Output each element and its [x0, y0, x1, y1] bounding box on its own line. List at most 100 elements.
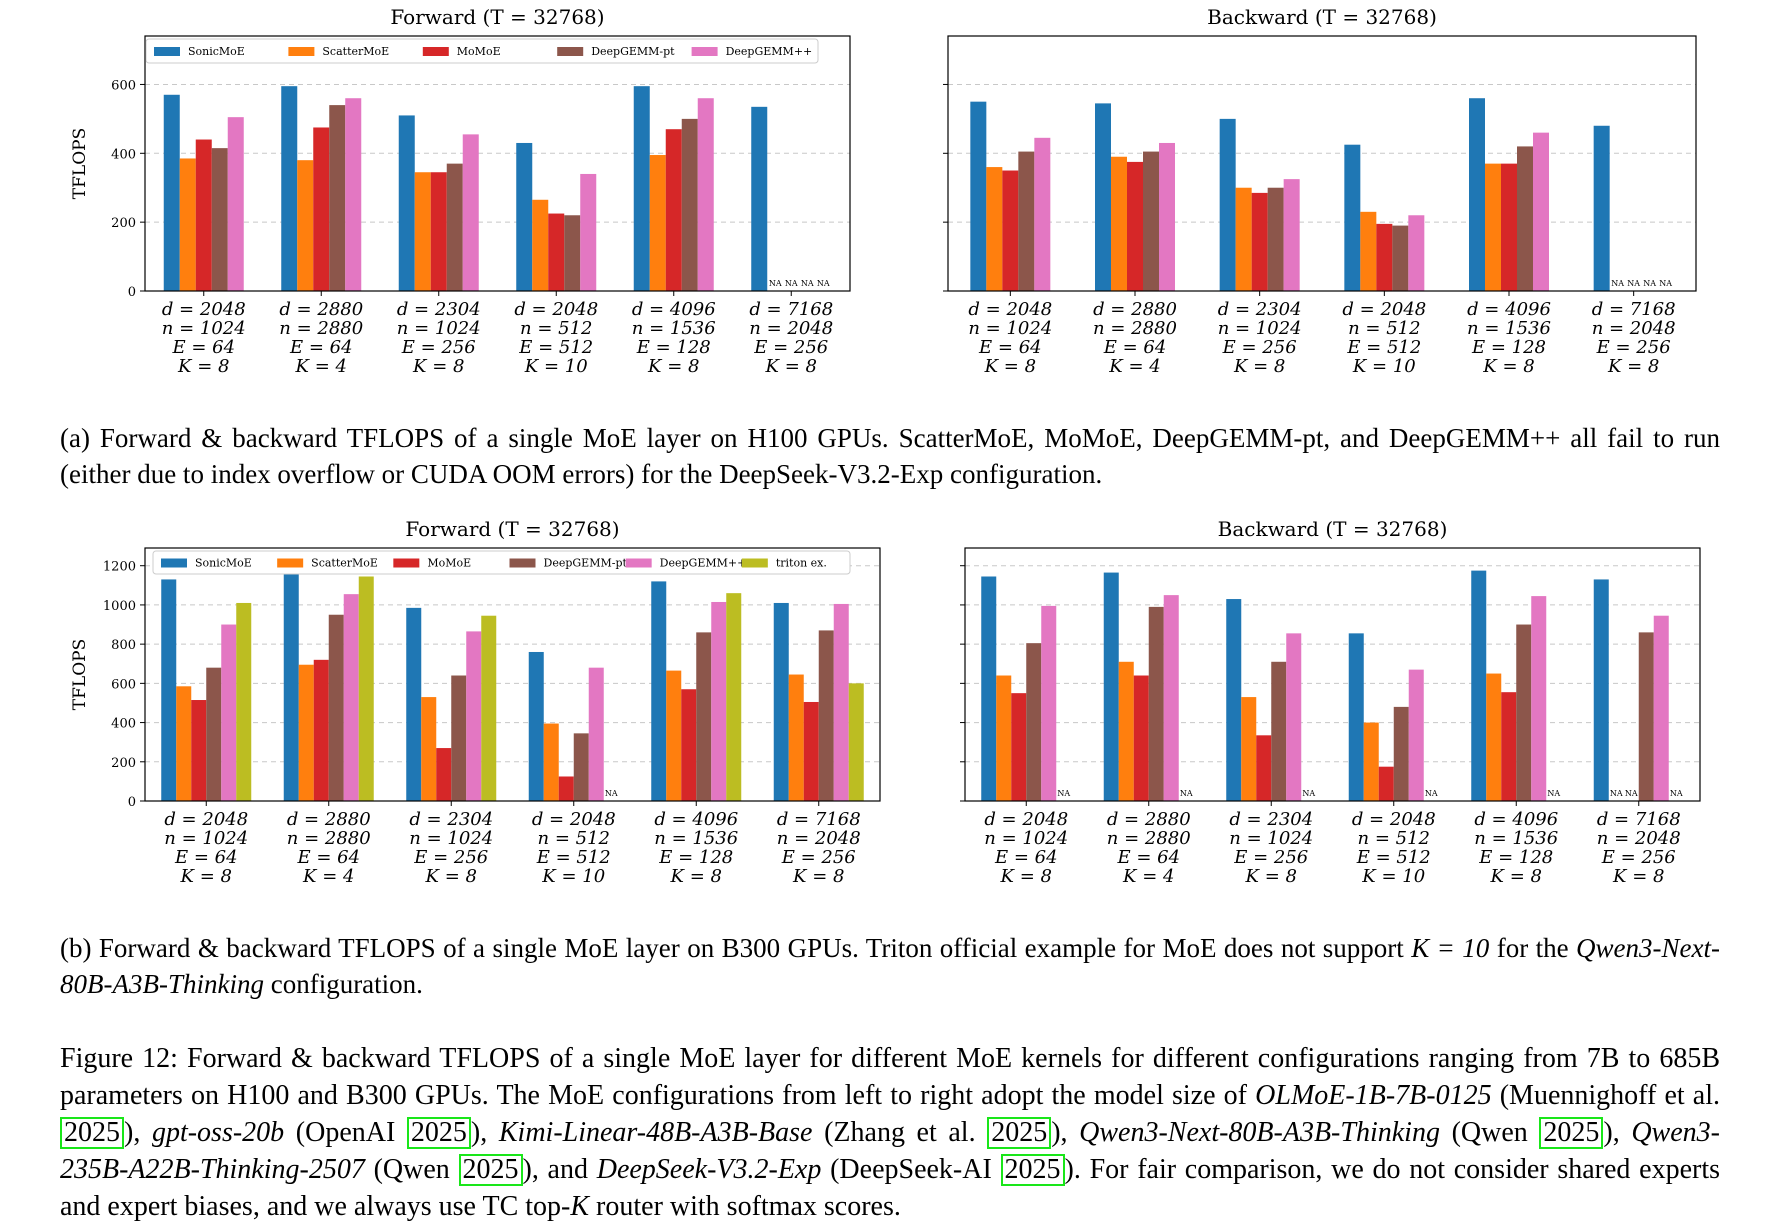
x-tick-label: K = 8 — [1607, 356, 1659, 377]
bar-momoe — [1127, 161, 1143, 291]
panel-a-caption: (a) Forward & backward TFLOPS of a singl… — [60, 423, 1720, 489]
x-tick-label: K = 8 — [180, 866, 232, 887]
y-tick-label: 800 — [111, 638, 136, 653]
legend-swatch — [393, 558, 420, 568]
na-label: NA — [1659, 279, 1672, 288]
bar-momoe — [1501, 692, 1517, 801]
bar-scattermoe — [788, 674, 804, 801]
plot-frame — [144, 35, 851, 292]
bar-deepgemm-pt — [329, 105, 346, 291]
bar-deepgemm- — [462, 134, 479, 291]
figure-caption: Figure 12: Forward & backward TFLOPS of … — [60, 1043, 1721, 1222]
bar-scattermoe — [543, 723, 559, 801]
x-tick-label: E = 256 — [1222, 337, 1297, 358]
legend-label: DeepGEMM++ — [726, 45, 813, 58]
x-tick-label: n = 2880 — [1093, 318, 1177, 339]
bar-deepgemm-pt — [681, 118, 698, 291]
x-tick-label: n = 2048 — [1592, 318, 1676, 339]
x-tick-label: d = 7168 — [1597, 809, 1681, 830]
legend-label: DeepGEMM-pt — [591, 45, 675, 58]
bar-scattermoe — [1360, 211, 1377, 291]
citation-link[interactable]: 2025 — [1000, 1154, 1065, 1186]
x-tick-label: d = 2304 — [1218, 299, 1302, 320]
x-tick-label: E = 256 — [1233, 847, 1308, 868]
x-tick-label: d = 2304 — [1229, 809, 1313, 830]
plot-frame — [144, 547, 881, 802]
citation-link[interactable]: 2025 — [406, 1117, 471, 1149]
legend: SonicMoE ScatterMoE MoMoE DeepGEMM-pt DeepGE… — [152, 550, 851, 575]
bar-deepgemm- — [1041, 605, 1057, 801]
y-tick-label: 600 — [111, 78, 136, 93]
x-tick-label: d = 2304 — [409, 809, 493, 830]
bar-sonicmoe — [773, 602, 789, 801]
x-tick-label: n = 1024 — [1229, 828, 1313, 849]
x-tick-label: d = 7168 — [1592, 299, 1676, 320]
x-tick-label: E = 256 — [413, 847, 488, 868]
x-tick-label: K = 4 — [295, 356, 347, 377]
bar-sonicmoe — [398, 115, 415, 292]
bar-momoe — [548, 213, 565, 291]
legend-swatch — [625, 558, 652, 568]
citation-link[interactable]: 2025 — [60, 1117, 124, 1149]
bar-deepgemm-pt — [1018, 151, 1035, 291]
x-tick-label: n = 1024 — [984, 828, 1068, 849]
bar-scattermoe — [666, 670, 682, 801]
x-tick-label: E = 256 — [1601, 847, 1676, 868]
bar-deepgemm-pt — [1271, 661, 1287, 801]
citation-link[interactable]: 2025 — [458, 1154, 523, 1186]
bar-scattermoe — [298, 664, 314, 801]
bar-deepgemm-pt — [1392, 225, 1409, 291]
x-tick-label: d = 2880 — [1093, 299, 1177, 320]
citation-link[interactable]: 2025 — [1539, 1117, 1604, 1149]
bar-momoe — [1133, 675, 1149, 801]
x-tick-label: d = 4096 — [654, 809, 738, 830]
legend-label: SonicMoE — [188, 45, 245, 58]
x-tick-label: K = 8 — [1000, 866, 1052, 887]
x-tick-label: d = 2048 — [968, 299, 1052, 320]
bar-scattermoe — [414, 172, 431, 291]
bar-triton-ex- — [481, 615, 497, 801]
bar-momoe — [436, 748, 452, 801]
bar-scattermoe — [179, 158, 196, 291]
bar-sonicmoe — [1593, 579, 1609, 801]
legend-swatch — [509, 558, 536, 568]
bar-sonicmoe — [1226, 599, 1242, 801]
bar-deepgemm-pt — [564, 215, 581, 291]
na-label: NA — [1425, 789, 1438, 798]
x-tick-label: E = 128 — [636, 337, 711, 358]
x-tick-label: E = 512 — [536, 847, 611, 868]
bar-deepgemm- — [1283, 179, 1300, 291]
bar-scattermoe — [986, 167, 1003, 291]
y-tick-label: 1000 — [103, 599, 136, 614]
bar-deepgemm- — [580, 173, 597, 291]
bar-scattermoe — [1111, 156, 1127, 291]
x-tick-label: d = 2048 — [164, 809, 248, 830]
x-tick-label: d = 2048 — [984, 809, 1068, 830]
x-tick-label: K = 4 — [302, 866, 354, 887]
citation-link[interactable]: 2025 — [987, 1117, 1052, 1149]
plot-frame — [947, 35, 1697, 292]
x-tick-label: K = 8 — [1482, 356, 1534, 377]
bar-deepgemm-pt — [1143, 151, 1159, 291]
bar-momoe — [681, 689, 697, 801]
x-tick-label: n = 512 — [538, 828, 610, 849]
x-tick-label: n = 1024 — [1218, 318, 1302, 339]
x-tick-label: E = 512 — [1346, 337, 1421, 358]
bar-scattermoe — [176, 686, 192, 801]
x-tick-label: K = 8 — [792, 866, 844, 887]
bar-deepgemm- — [1531, 596, 1547, 801]
x-tick-label: K = 8 — [425, 866, 477, 887]
bar-scattermoe — [297, 160, 314, 291]
x-tick-label: E = 512 — [518, 337, 593, 358]
na-label: NA — [1547, 789, 1560, 798]
y-axis-label: TFLOPS — [70, 639, 90, 710]
bar-deepgemm- — [1408, 215, 1425, 291]
bar-triton-ex- — [848, 683, 864, 801]
x-tick-label: E = 64 — [978, 337, 1042, 358]
bar-deepgemm-pt — [1517, 146, 1533, 291]
x-tick-label: K = 10 — [541, 866, 605, 887]
legend-swatch — [741, 558, 768, 568]
x-tick-label: d = 2880 — [287, 809, 371, 830]
bar-deepgemm- — [1286, 633, 1302, 801]
y-tick-label: 400 — [111, 717, 136, 732]
